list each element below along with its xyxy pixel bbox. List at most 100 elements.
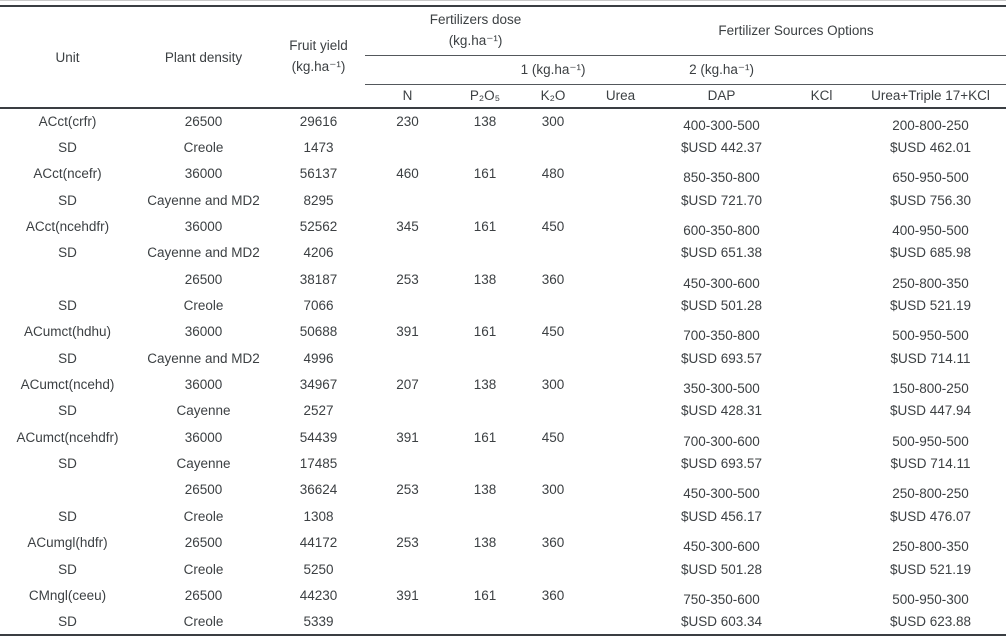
cell-plant-density: Creole — [135, 503, 272, 529]
cell-dap: 350-300-500 — [655, 371, 788, 397]
cell-value: 34967 — [299, 377, 338, 393]
cell-value: 161 — [473, 166, 497, 182]
table-row: 26500 36624 253 138 300 450-300-500 250-800-25… — [0, 477, 1006, 503]
cell-value: Cayenne and MD2 — [147, 245, 260, 261]
cell-value: Creole — [183, 613, 224, 629]
cell-dap: $USD 603.34 — [655, 609, 788, 635]
table-row: ACumct(ncehd) 36000 34967 207 138 300 350-300-… — [0, 371, 1006, 397]
col-group-fertilizers-dose: Fertilizers dose (kg.ha⁻¹) — [365, 6, 587, 56]
cell-fruit-yield: 36624 — [272, 477, 365, 503]
cell-value: SD — [58, 508, 77, 524]
cell-kcl — [788, 187, 855, 213]
cell-value: Creole — [183, 508, 224, 524]
cell-p2o5-dose — [450, 450, 520, 476]
cell-unit: SD — [0, 240, 135, 266]
cell-urea — [586, 424, 655, 450]
cell-kcl — [788, 213, 855, 239]
cell-dap: 700-350-800 — [655, 319, 788, 345]
table-row: ACct(crfr) 26500 29616 230 138 300 400-300-500… — [0, 108, 1006, 134]
cell-n-dose: 253 — [365, 530, 450, 556]
cell-k2o-dose: 450 — [520, 424, 586, 450]
cell-value: 360 — [541, 535, 565, 551]
cell-value: 850-350-800 — [683, 170, 760, 186]
cell-value: 300 — [541, 377, 565, 393]
col-header-urea-triple-kcl: Urea+Triple 17+KCl — [855, 84, 1006, 109]
cell-value: $USD 521.19 — [890, 561, 972, 577]
cell-value: $USD 693.57 — [681, 456, 763, 472]
cell-plant-density: Creole — [135, 292, 272, 318]
cell-value: 8295 — [303, 192, 334, 208]
cell-kcl — [788, 240, 855, 266]
cell-urea — [586, 530, 655, 556]
table-row: SD Creole 1473 $USD 442.37 $USD 462.01 — [0, 134, 1006, 160]
cell-fruit-yield: 4996 — [272, 345, 365, 371]
cell-p2o5-dose — [450, 503, 520, 529]
header-row-columns: N P₂O₅ K₂O Urea DAP KCl Urea+Triple 17+K… — [0, 84, 1006, 109]
cell-value: 1308 — [303, 508, 334, 524]
cell-value: 17485 — [299, 456, 338, 472]
col-header-fruit-yield: Fruit yield (kg.ha⁻¹) — [272, 6, 365, 109]
cell-value: $USD 447.94 — [890, 403, 972, 419]
col-header-k2o: K₂O — [520, 84, 587, 109]
cell-value: $USD 521.19 — [890, 298, 972, 314]
cell-dap: $USD 693.57 — [655, 345, 788, 371]
cell-value: 4996 — [303, 350, 334, 366]
cell-value: 50688 — [299, 324, 338, 340]
cell-unit — [0, 266, 135, 292]
cell-value: 345 — [396, 219, 419, 235]
cell-urea — [586, 161, 655, 187]
cell-value: 138 — [473, 482, 497, 498]
cell-value: Cayenne and MD2 — [147, 350, 260, 366]
cell-urea-triple-kcl: 250-800-350 — [855, 530, 1006, 556]
cell-fruit-yield: 1308 — [272, 503, 365, 529]
cell-p2o5-dose: 138 — [450, 266, 520, 292]
cell-value: 450-300-600 — [683, 539, 760, 555]
cell-urea — [586, 609, 655, 635]
cell-dap: $USD 651.38 — [655, 240, 788, 266]
cell-urea-triple-kcl: $USD 521.19 — [855, 556, 1006, 582]
cell-value: 250-800-350 — [892, 539, 969, 555]
cell-value: 230 — [396, 114, 419, 130]
cell-p2o5-dose: 161 — [450, 161, 520, 187]
cell-value: $USD 721.70 — [681, 192, 763, 208]
cell-p2o5-dose — [450, 292, 520, 318]
cell-unit: ACct(crfr) — [0, 108, 135, 134]
cell-n-dose — [365, 345, 450, 371]
cell-value: 253 — [396, 271, 419, 287]
cell-value: 391 — [396, 429, 419, 445]
cell-value: $USD 442.37 — [681, 140, 763, 156]
cell-fruit-yield: 44230 — [272, 582, 365, 608]
cell-value: $USD 714.11 — [890, 350, 971, 366]
fertilizer-table: Unit Plant density Fruit yield (kg.ha⁻¹)… — [0, 5, 1006, 636]
cell-dap: $USD 456.17 — [655, 503, 788, 529]
cell-value: 250-800-350 — [892, 275, 969, 291]
cell-value: 36000 — [184, 166, 223, 182]
cell-dap: $USD 721.70 — [655, 187, 788, 213]
cell-n-dose: 207 — [365, 371, 450, 397]
cell-p2o5-dose — [450, 187, 520, 213]
cell-unit: ACct(ncefr) — [0, 161, 135, 187]
cell-fruit-yield: 50688 — [272, 319, 365, 345]
col-header-unit: Unit — [0, 6, 135, 109]
cell-value: $USD 623.88 — [890, 613, 972, 629]
cell-value: 300 — [541, 482, 565, 498]
table-row: SD Cayenne and MD2 4996 $USD 693.57 $USD 714… — [0, 345, 1006, 371]
cell-fruit-yield: 38187 — [272, 266, 365, 292]
cell-dap: $USD 693.57 — [655, 450, 788, 476]
cell-n-dose: 460 — [365, 161, 450, 187]
cell-value: 44230 — [299, 587, 338, 603]
cell-n-dose — [365, 398, 450, 424]
cell-p2o5-dose — [450, 398, 520, 424]
table-row: SD Cayenne 17485 $USD 693.57 $USD 714.11 — [0, 450, 1006, 476]
cell-value: 750-350-600 — [683, 591, 760, 607]
cell-plant-density: 26500 — [135, 530, 272, 556]
cell-value: SD — [58, 245, 77, 261]
cell-value: $USD 462.01 — [890, 140, 972, 156]
table-row: 26500 38187 253 138 360 450-300-600 250-800-35… — [0, 266, 1006, 292]
cell-plant-density: Creole — [135, 134, 272, 160]
cell-value: 56137 — [299, 166, 338, 182]
cell-value: $USD 714.11 — [890, 456, 971, 472]
cell-unit: SD — [0, 134, 135, 160]
cell-plant-density: 26500 — [135, 582, 272, 608]
cell-urea-triple-kcl: 150-800-250 — [855, 371, 1006, 397]
